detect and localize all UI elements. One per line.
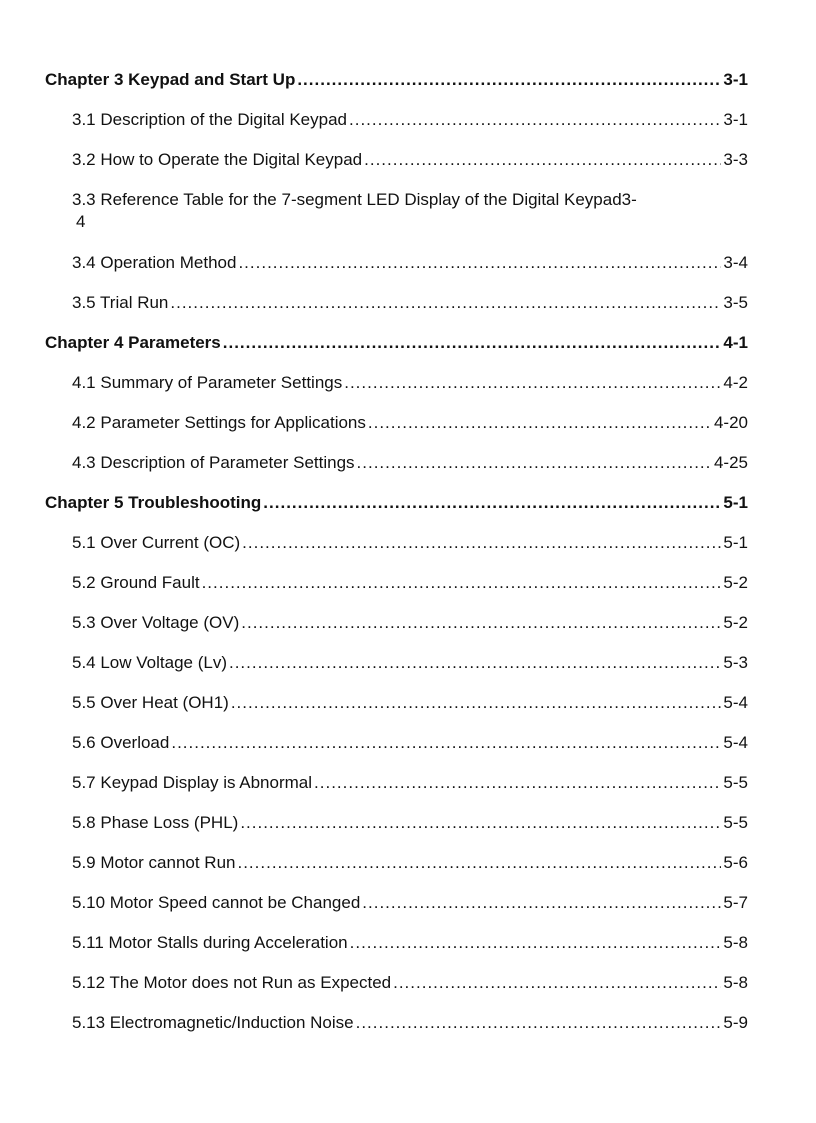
toc-entry-page: 3-1	[723, 110, 748, 129]
dot-leader	[364, 150, 721, 170]
toc-entry-title: 5.2 Ground Fault	[72, 573, 200, 592]
toc-section-entry[interactable]: 5.13 Electromagnetic/Induction Noise 5-9	[45, 1003, 748, 1043]
dot-leader	[314, 773, 721, 793]
toc-section-entry[interactable]: 4.2 Parameter Settings for Applications 4…	[45, 403, 748, 443]
toc-entry-page: 3-4	[723, 253, 748, 272]
toc-entry-title: Chapter 3 Keypad and Start Up	[45, 70, 296, 89]
toc-section-entry[interactable]: 3.4 Operation Method 3-4	[45, 243, 748, 283]
toc-entry-page: 3-5	[723, 293, 748, 312]
toc-entry-page: 5-4	[723, 733, 748, 752]
toc-entry-title: 5.3 Over Voltage (OV)	[72, 613, 240, 632]
toc-section-entry[interactable]: 4.3 Description of Parameter Settings 4-2…	[45, 443, 748, 483]
dot-leader	[368, 413, 712, 433]
toc-chapter-entry[interactable]: Chapter 3 Keypad and Start Up 3-1	[45, 60, 748, 100]
toc-section-entry[interactable]: 3.5 Trial Run 3-5	[45, 283, 748, 323]
toc-entry-page: 5-3	[723, 653, 748, 672]
toc-entry-page: 5-8	[723, 973, 748, 992]
toc-section-entry[interactable]: 4.1 Summary of Parameter Settings 4-2	[45, 363, 748, 403]
toc-section-entry[interactable]: 5.6 Overload 5-4	[45, 723, 748, 763]
dot-leader	[362, 893, 721, 913]
dot-leader	[349, 110, 721, 130]
toc-entry-page: 5-8	[723, 933, 748, 952]
toc-section-entry[interactable]: 5.9 Motor cannot Run 5-6	[45, 843, 748, 883]
toc-entry-page: 4-20	[713, 413, 748, 432]
toc-entry-title: 4.1 Summary of Parameter Settings	[72, 373, 343, 392]
dot-leader	[223, 333, 722, 353]
table-of-contents: Chapter 3 Keypad and Start Up3-13.1 Desc…	[45, 60, 748, 1043]
toc-section-entry[interactable]: 5.8 Phase Loss (PHL) 5-5	[45, 803, 748, 843]
dot-leader	[350, 933, 722, 953]
toc-entry-title: 5.5 Over Heat (OH1)	[72, 693, 229, 712]
toc-entry-page: 5-9	[723, 1013, 748, 1032]
dot-leader	[297, 70, 721, 90]
toc-entry-page: 5-5	[723, 813, 748, 832]
toc-entry-title: 5.4 Low Voltage (Lv)	[72, 653, 227, 672]
dot-leader	[241, 613, 721, 633]
toc-chapter-entry[interactable]: Chapter 4 Parameters 4-1	[45, 323, 748, 363]
dot-leader	[231, 693, 722, 713]
toc-section-entry[interactable]: 5.11 Motor Stalls during Acceleration 5-8	[45, 923, 748, 963]
toc-entry-title: 5.8 Phase Loss (PHL)	[72, 813, 239, 832]
toc-section-entry[interactable]: 5.2 Ground Fault 5-2	[45, 563, 748, 603]
toc-entry-title: Chapter 5 Troubleshooting	[45, 493, 262, 512]
dot-leader	[202, 573, 722, 593]
toc-section-entry[interactable]: 3.2 How to Operate the Digital Keypad 3-3	[45, 140, 748, 180]
dot-leader	[229, 653, 721, 673]
toc-entry-title: 5.6 Overload	[72, 733, 170, 752]
toc-section-entry[interactable]: 5.12 The Motor does not Run as Expected 5…	[45, 963, 748, 1003]
toc-entry-title: 3.3 Reference Table for the 7-segment LE…	[72, 190, 622, 209]
toc-entry-page: 5-4	[723, 693, 748, 712]
dot-leader	[393, 973, 721, 993]
toc-section-entry[interactable]: 5.1 Over Current (OC) 5-1	[45, 523, 748, 563]
toc-section-entry[interactable]: 5.7 Keypad Display is Abnormal 5-5	[45, 763, 748, 803]
toc-entry-page: 5-1	[723, 493, 748, 512]
toc-entry-title: 3.2 How to Operate the Digital Keypad	[72, 150, 363, 169]
toc-entry-page: 5-2	[723, 573, 748, 592]
toc-section-entry[interactable]: 3.1 Description of the Digital Keypad 3-1	[45, 100, 748, 140]
toc-entry-title: 4.2 Parameter Settings for Applications	[72, 413, 366, 432]
toc-entry-title: 5.9 Motor cannot Run	[72, 853, 236, 872]
toc-entry-title: 5.13 Electromagnetic/Induction Noise	[72, 1013, 354, 1032]
dot-leader	[263, 493, 721, 513]
toc-entry-page: 4-2	[723, 373, 748, 392]
dot-leader	[344, 373, 721, 393]
dot-leader	[240, 813, 721, 833]
toc-entry-page: 5-1	[723, 533, 748, 552]
toc-section-entry[interactable]: 5.3 Over Voltage (OV) 5-2	[45, 603, 748, 643]
toc-entry-page: 4-1	[723, 333, 748, 352]
dot-leader	[357, 453, 712, 473]
toc-section-entry[interactable]: 5.5 Over Heat (OH1) 5-4	[45, 683, 748, 723]
dot-leader	[171, 733, 721, 753]
toc-chapter-entry[interactable]: Chapter 5 Troubleshooting 5-1	[45, 483, 748, 523]
toc-entry-page: 3-4	[76, 190, 637, 231]
toc-entry-page: 3-3	[723, 150, 748, 169]
toc-entry-title: 5.11 Motor Stalls during Acceleration	[72, 933, 348, 952]
dot-leader	[238, 253, 721, 273]
dot-leader	[237, 853, 721, 873]
toc-entry-title: 4.3 Description of Parameter Settings	[72, 453, 355, 472]
toc-entry-page: 5-7	[723, 893, 748, 912]
toc-entry-page: 3-1	[723, 70, 748, 89]
toc-entry-title: 5.12 The Motor does not Run as Expected	[72, 973, 392, 992]
toc-entry-title: 3.4 Operation Method	[72, 253, 237, 272]
toc-entry-page: 5-5	[723, 773, 748, 792]
dot-leader	[356, 1013, 722, 1033]
toc-section-entry[interactable]: 5.10 Motor Speed cannot be Changed 5-7	[45, 883, 748, 923]
toc-entry-page: 5-2	[723, 613, 748, 632]
toc-entry-title: 5.7 Keypad Display is Abnormal	[72, 773, 313, 792]
toc-entry-title: Chapter 4 Parameters	[45, 333, 221, 352]
toc-section-entry[interactable]: 3.3 Reference Table for the 7-segment LE…	[45, 180, 748, 243]
toc-entry-title: 5.1 Over Current (OC)	[72, 533, 241, 552]
toc-section-entry[interactable]: 5.4 Low Voltage (Lv) 5-3	[45, 643, 748, 683]
toc-entry-title: 5.10 Motor Speed cannot be Changed	[72, 893, 361, 912]
toc-entry-title: 3.5 Trial Run	[72, 293, 169, 312]
toc-entry-title: 3.1 Description of the Digital Keypad	[72, 110, 347, 129]
dot-leader	[242, 533, 721, 553]
dot-leader	[170, 293, 721, 313]
toc-entry-page: 4-25	[713, 453, 748, 472]
toc-entry-page: 5-6	[723, 853, 748, 872]
